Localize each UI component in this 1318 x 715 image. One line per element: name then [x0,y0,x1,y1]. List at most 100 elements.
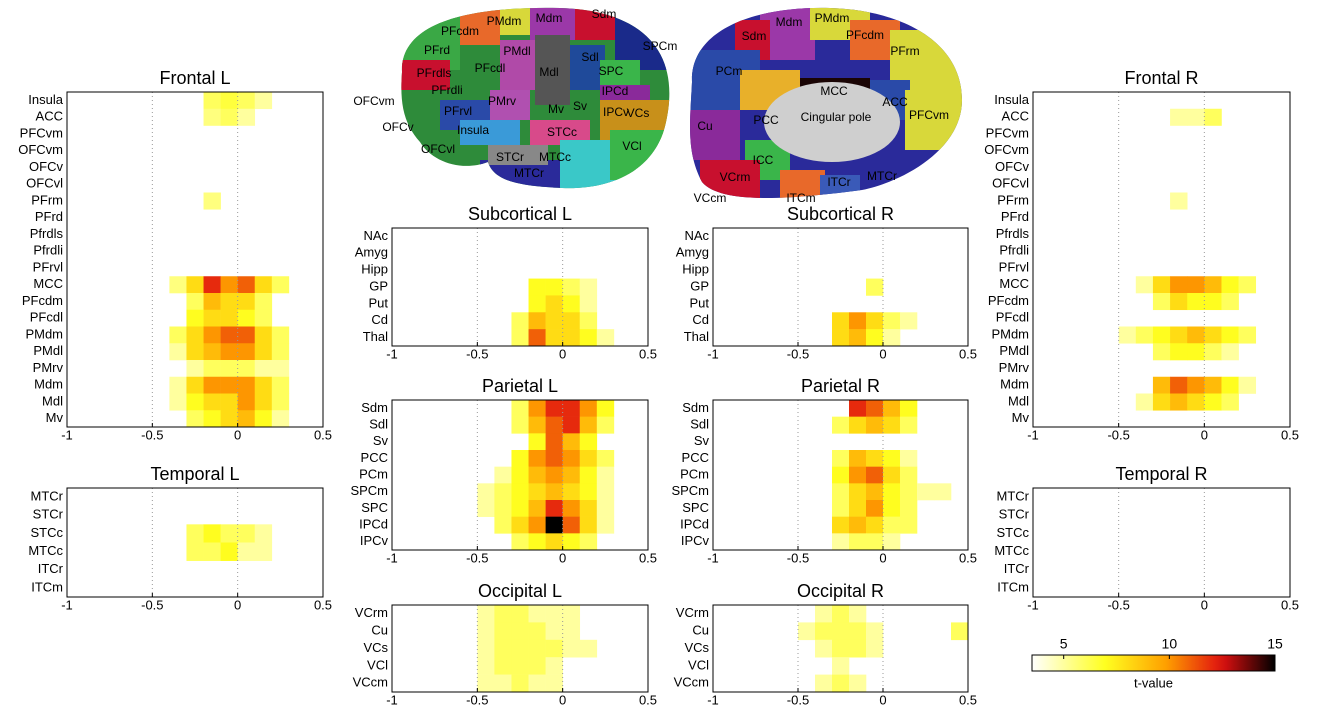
heat-cell [511,533,529,551]
heat-cell [254,542,273,561]
x-tick-label: -1 [386,346,398,361]
heat-cell [254,276,273,294]
colorbar-tick-label: 5 [1060,636,1068,652]
heat-cell [271,326,290,344]
y-tick-label: Amyg [355,245,388,260]
x-tick-label: -0.5 [1107,427,1129,442]
y-tick-label: OFCvl [992,176,1029,191]
y-tick-label: Mdl [42,393,63,408]
heat-cell [1238,326,1257,344]
y-tick-label: PMrv [33,360,64,375]
heat-cell [477,674,495,693]
heat-cell [511,639,529,658]
heat-cell [562,450,581,467]
y-tick-label: SPC [361,500,388,515]
heat-cell [169,326,187,344]
heat-cell [1204,393,1222,411]
heat-cell [596,516,615,534]
x-tick-label: 0 [559,346,566,361]
heat-cell [866,516,884,534]
heat-cell [477,639,495,658]
heat-cell [849,483,867,501]
x-tick-label: -1 [707,550,719,565]
heat-cell [883,500,901,517]
y-tick-label: PMdm [25,326,63,341]
heat-cell [237,92,256,110]
heat-cell [596,500,615,517]
heat-cell [1170,192,1188,210]
heat-cell [477,605,495,623]
heat-cell [832,516,850,534]
y-tick-label: MCC [999,276,1029,291]
brain-label: ACC [882,95,908,109]
y-tick-label: PFrm [997,192,1029,207]
heat-cell [237,309,256,327]
heat-cell [1170,326,1188,344]
y-tick-label: MCC [33,276,63,291]
brain-label: PMdl [503,44,530,58]
brain-label: MCC [820,84,848,98]
axes-box [66,91,324,428]
x-tick-label: 0 [1201,427,1208,442]
heat-cell [511,622,529,641]
brain-label: Cingular pole [801,110,872,124]
heat-cell [849,533,867,551]
y-tick-label: SPCm [671,483,709,498]
y-tick-label: VCcm [674,675,709,690]
heat-cell [203,542,221,561]
heat-cell [186,524,204,543]
heat-cell [1187,276,1205,294]
heat-cell [545,516,563,534]
brain-label: PFrvl [444,104,472,118]
y-tick-label: MTCc [994,543,1029,558]
y-tick-label: PFrvl [33,259,63,274]
y-tick-label: ITCr [38,561,64,576]
heat-cell [494,639,512,658]
heat-cell [545,450,563,467]
y-tick-label: STCr [33,507,64,522]
brain-label: PFrdli [431,83,462,97]
heat-cell [832,466,850,484]
brain-label: STCr [496,150,524,164]
heat-cell [562,416,581,434]
heat-cell [545,329,563,347]
y-tick-label: STCr [999,507,1030,522]
brain-label: OFCvm [353,94,394,108]
heat-cell [849,516,867,534]
heat-cell [596,466,615,484]
heat-cell [1152,376,1171,394]
heat-cell [562,605,581,623]
heat-cell [203,376,221,394]
heat-cell [237,108,256,126]
heat-cell [271,410,290,428]
heat-cell [477,500,495,517]
heat-cell [1187,393,1205,411]
heat-cell [866,622,884,641]
x-tick-label: 0.5 [959,550,977,565]
x-tick-label: 0 [879,692,886,707]
heat-cell [169,393,187,411]
heat-cell [1170,393,1188,411]
brain-label: SPC [599,64,624,78]
brain-label: VCl [622,139,641,153]
heat-cell [545,533,563,551]
axes-box [66,487,324,598]
heat-cell [1170,343,1188,361]
y-tick-label: OFCvl [26,176,63,191]
heat-cell [579,450,598,467]
colorbar-label: t-value [1134,675,1173,690]
y-tick-label: Mdm [34,377,63,392]
y-tick-label: ITCr [1004,561,1030,576]
y-tick-label: Thal [684,329,709,344]
heat-cell [237,524,256,543]
heat-cell [203,343,221,361]
brain-label: VCrm [720,170,751,184]
heat-cell [883,516,901,534]
heat-cell [579,295,598,313]
heat-cell [220,360,238,378]
heat-cell [186,393,204,411]
heat-cell [511,450,529,467]
heat-cell [169,276,187,294]
heat-cell [254,326,273,344]
axes-box [1032,487,1291,598]
